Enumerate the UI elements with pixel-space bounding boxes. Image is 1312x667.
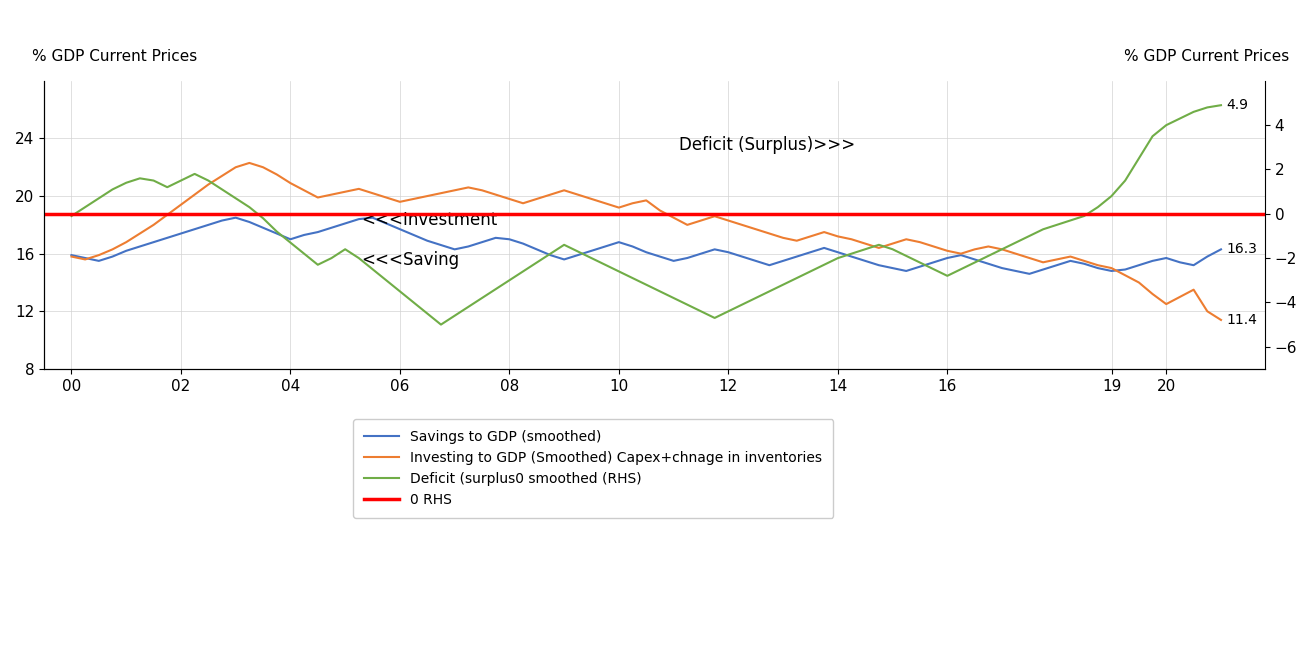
Savings to GDP (smoothed)	[228, 213, 244, 221]
Investing to GDP (Smoothed) Capex+chnage in inventories	[433, 189, 449, 197]
Savings to GDP (smoothed)	[474, 238, 489, 246]
Investing to GDP (Smoothed) Capex+chnage in inventories	[420, 192, 436, 200]
Text: 4.9: 4.9	[1227, 98, 1249, 112]
Deficit (surplus0 smoothed (RHS)	[255, 214, 270, 222]
Investing to GDP (Smoothed) Capex+chnage in inventories	[474, 186, 489, 194]
Line: Deficit (surplus0 smoothed (RHS): Deficit (surplus0 smoothed (RHS)	[71, 105, 1221, 325]
Deficit (surplus0 smoothed (RHS)	[405, 298, 421, 306]
Text: <<<Saving: <<<Saving	[362, 251, 459, 269]
Deficit (surplus0 smoothed (RHS)	[474, 294, 489, 302]
Savings to GDP (smoothed)	[652, 253, 668, 261]
Savings to GDP (smoothed)	[1172, 258, 1187, 266]
Text: <<<Investment: <<<Investment	[362, 211, 497, 229]
Deficit (surplus0 smoothed (RHS)	[1158, 121, 1174, 129]
Text: 16.3: 16.3	[1227, 242, 1257, 256]
Savings to GDP (smoothed)	[63, 251, 79, 259]
Savings to GDP (smoothed)	[420, 237, 436, 245]
Deficit (surplus0 smoothed (RHS)	[1214, 101, 1229, 109]
Deficit (surplus0 smoothed (RHS)	[652, 287, 668, 295]
Deficit (surplus0 smoothed (RHS)	[433, 321, 449, 329]
Investing to GDP (Smoothed) Capex+chnage in inventories	[269, 171, 285, 179]
Line: Investing to GDP (Smoothed) Capex+chnage in inventories: Investing to GDP (Smoothed) Capex+chnage…	[71, 163, 1221, 320]
Deficit (surplus0 smoothed (RHS)	[420, 309, 436, 317]
Savings to GDP (smoothed)	[1214, 245, 1229, 253]
Savings to GDP (smoothed)	[269, 229, 285, 237]
Investing to GDP (Smoothed) Capex+chnage in inventories	[1158, 300, 1174, 308]
Investing to GDP (Smoothed) Capex+chnage in inventories	[652, 207, 668, 215]
Investing to GDP (Smoothed) Capex+chnage in inventories	[241, 159, 257, 167]
Deficit (surplus0 smoothed (RHS)	[63, 212, 79, 220]
Text: 11.4: 11.4	[1227, 313, 1257, 327]
Text: % GDP Current Prices: % GDP Current Prices	[1124, 49, 1290, 63]
Legend: Savings to GDP (smoothed), Investing to GDP (Smoothed) Capex+chnage in inventori: Savings to GDP (smoothed), Investing to …	[353, 419, 833, 518]
Savings to GDP (smoothed)	[433, 241, 449, 249]
Line: Savings to GDP (smoothed): Savings to GDP (smoothed)	[71, 217, 1221, 274]
Text: % GDP Current Prices: % GDP Current Prices	[31, 49, 197, 63]
Investing to GDP (Smoothed) Capex+chnage in inventories	[63, 253, 79, 261]
Investing to GDP (Smoothed) Capex+chnage in inventories	[1214, 316, 1229, 324]
Savings to GDP (smoothed)	[1022, 270, 1038, 278]
Text: Deficit (Surplus)>>>: Deficit (Surplus)>>>	[678, 136, 855, 154]
